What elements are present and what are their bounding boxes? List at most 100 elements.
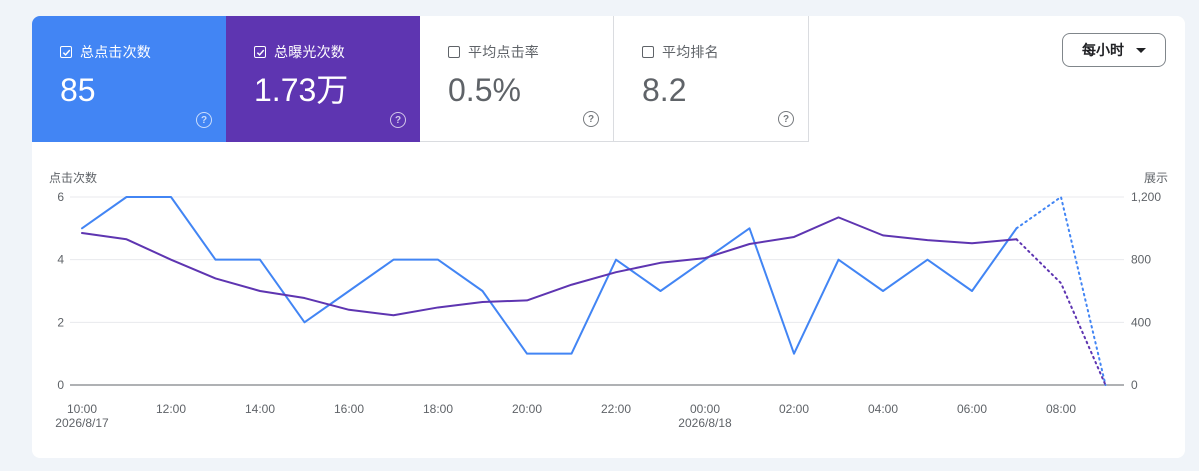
granularity-dropdown[interactable]: 每小时 [1062,33,1166,67]
left-axis-label: 点击次数 [49,170,97,185]
metric-card-position[interactable]: 平均排名 8.2 ? [614,16,809,142]
data-point-impressions [303,296,307,300]
series-layer [80,195,1108,387]
data-point-clicks [837,258,841,262]
x-axis-tick: 10:00 [67,402,97,416]
help-circle-icon[interactable]: ? [583,111,599,127]
metric-value: 1.73万 [254,72,349,108]
metric-card-header: 平均点击率 [448,43,613,61]
right-axis-tick: 800 [1131,253,1151,267]
data-point-clicks [614,258,618,262]
data-point-clicks [347,289,351,293]
data-point-clicks [481,289,485,293]
data-point-clicks [970,289,974,293]
help-circle-icon[interactable]: ? [778,111,794,127]
metric-card-header: 总曝光次数 [254,43,420,61]
metric-label: 总曝光次数 [274,44,345,60]
x-axis-tick: 14:00 [245,402,275,416]
data-point-clicks [792,352,796,356]
data-point-impressions [525,298,529,302]
data-point-clicks [881,289,885,293]
data-point-clicks [258,258,262,262]
data-point-impressions [570,283,574,287]
metric-label: 平均排名 [662,44,719,60]
data-point-impressions [792,235,796,239]
x-axis-tick: 22:00 [601,402,631,416]
metric-label: 平均点击率 [468,44,539,60]
x-axis-date-label: 2026/8/18 [678,416,732,430]
help-circle-icon[interactable]: ? [390,112,406,128]
data-point-impressions [436,305,440,309]
performance-panel: 总点击次数 85 ? 总曝光次数 1.73万 ? 平均点击率 0.5% ? 平均… [32,16,1185,458]
right-axis-tick: 0 [1131,378,1138,392]
data-point-impressions [1104,383,1108,387]
data-point-clicks [659,289,663,293]
metric-value: 85 [60,72,96,108]
checkbox-unchecked-icon[interactable] [448,46,460,58]
x-axis-tick: 16:00 [334,402,364,416]
data-point-impressions [837,215,841,219]
data-point-impressions [659,261,663,265]
series-line-partial-impressions [1015,238,1107,386]
data-point-impressions [614,270,618,274]
data-point-clicks [214,258,218,262]
data-point-clicks [926,258,930,262]
x-axis-tick: 04:00 [868,402,898,416]
series-line-impressions [81,216,1018,317]
data-point-clicks [436,258,440,262]
left-axis-tick: 4 [57,253,64,267]
data-point-clicks [392,258,396,262]
checkbox-checked-icon[interactable] [254,46,266,58]
metric-value: 0.5% [448,72,521,108]
metric-card-impressions[interactable]: 总曝光次数 1.73万 ? [226,16,420,142]
metric-label: 总点击次数 [80,44,151,60]
left-axis-tick: 6 [57,190,64,204]
left-axis-tick: 2 [57,315,64,329]
metric-card-clicks[interactable]: 总点击次数 85 ? [32,16,226,142]
data-point-impressions [347,308,351,312]
metric-card-header: 平均排名 [642,43,808,61]
help-circle-icon[interactable]: ? [196,112,212,128]
data-point-impressions [970,241,974,245]
right-axis-tick: 400 [1131,315,1151,329]
data-point-clicks [570,352,574,356]
x-axis-tick: 00:00 [690,402,720,416]
data-point-clicks [303,320,307,324]
data-point-impressions [214,276,218,280]
x-axis-date-label: 2026/8/17 [55,416,109,430]
metric-value: 8.2 [642,72,687,108]
metric-card-ctr[interactable]: 平均点击率 0.5% ? [420,16,614,142]
data-point-impressions [80,231,84,235]
left-axis-tick: 0 [57,378,64,392]
data-point-clicks [748,226,752,230]
data-point-impressions [1059,281,1063,285]
grid-layer [70,196,1124,386]
checkbox-checked-icon[interactable] [60,46,72,58]
series-line-partial-clicks [1015,195,1107,386]
data-point-clicks [125,195,129,199]
caret-down-icon [1136,47,1146,53]
metric-card-header: 总点击次数 [60,43,226,61]
data-point-clicks [1059,195,1063,199]
checkbox-unchecked-icon[interactable] [642,46,654,58]
x-axis-tick: 12:00 [156,402,186,416]
right-axis-tick: 1,200 [1131,190,1161,204]
granularity-label: 每小时 [1082,42,1124,58]
series-line-clicks [81,196,1018,355]
x-axis-tick: 20:00 [512,402,542,416]
right-axis-label: 展示 [1144,171,1168,185]
data-point-clicks [1015,226,1019,230]
data-point-impressions [392,313,396,317]
data-point-impressions [169,258,173,262]
data-point-impressions [125,237,129,241]
data-point-impressions [748,242,752,246]
x-axis-tick: 08:00 [1046,402,1076,416]
data-point-clicks [169,195,173,199]
data-point-impressions [703,256,707,260]
data-point-impressions [1015,237,1019,241]
x-axis-tick: 02:00 [779,402,809,416]
data-point-impressions [926,238,930,242]
data-point-clicks [80,226,84,230]
